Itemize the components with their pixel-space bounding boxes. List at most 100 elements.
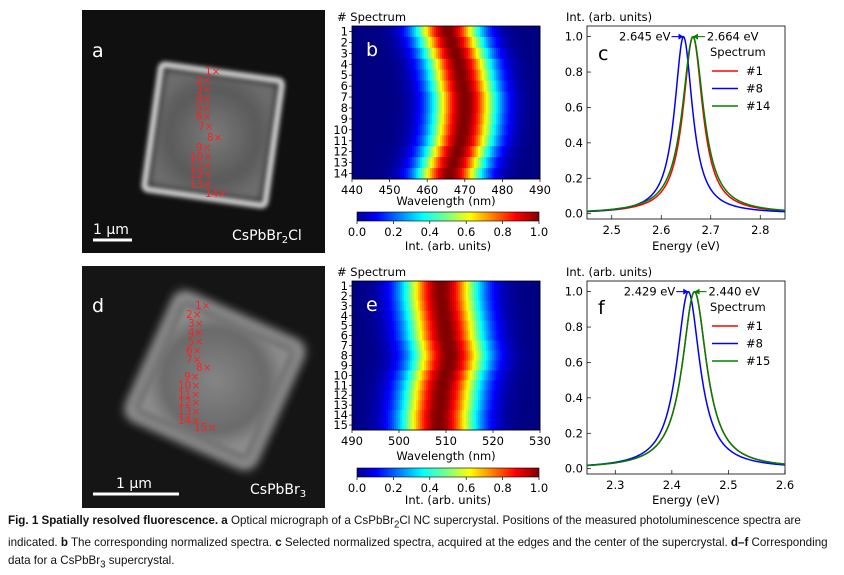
legend-title: Spectrum <box>710 45 766 59</box>
heatmap-cell <box>422 26 425 38</box>
heatmap-cell <box>472 113 475 125</box>
heatmap-cell <box>400 36 403 49</box>
heatmap-cell <box>476 380 479 391</box>
y-tick-label: 1 <box>341 24 348 38</box>
heatmap-cell <box>364 113 367 125</box>
heatmap-cell <box>468 69 471 82</box>
heatmap-cell <box>370 350 373 361</box>
heatmap-cell <box>444 80 447 92</box>
heatmap-cell <box>400 400 403 411</box>
heatmap-cell <box>352 168 355 180</box>
heatmap-cell <box>490 400 493 411</box>
heatmap-cell <box>380 281 383 292</box>
heatmap-cell <box>382 320 385 332</box>
heatmap-cell <box>436 330 439 341</box>
heatmap-cell <box>462 320 465 332</box>
heatmap-cell <box>428 26 431 38</box>
y-tick-label: 8 <box>341 101 348 115</box>
heatmap-cell <box>386 410 389 421</box>
caption-df-sub: 3 <box>100 559 106 571</box>
y-tick-label: 0.0 <box>565 462 583 476</box>
colorbar-e-ticks: 0.0 0.2 0.4 0.6 0.8 1.0 <box>348 477 548 495</box>
heatmap-cell <box>372 420 375 431</box>
heatmap-cell <box>470 36 473 49</box>
heatmap-cell <box>444 69 447 82</box>
heatmap-cell <box>448 80 451 92</box>
heatmap-cell <box>356 390 359 401</box>
heatmap-cell <box>354 400 357 411</box>
heatmap-cell <box>468 360 471 371</box>
heatmap-cell <box>412 340 415 351</box>
heatmap-cell <box>500 410 503 421</box>
heatmap-cell <box>472 370 475 381</box>
heatmap-cell <box>494 26 497 38</box>
heatmap-cell <box>408 290 411 302</box>
heatmap-cell <box>522 300 525 312</box>
heatmap-cell <box>458 420 461 431</box>
heatmap-cell <box>492 300 495 312</box>
heatmap-cell <box>454 340 457 351</box>
heatmap-cell <box>386 370 389 381</box>
heatmap-cell <box>360 26 363 38</box>
heatmap-cell <box>358 102 361 114</box>
heatmap-cell <box>408 330 411 341</box>
heatmap-cell <box>390 400 393 411</box>
heatmap-cell <box>394 330 397 341</box>
heatmap-cell <box>412 135 415 147</box>
heatmap-cell <box>524 310 527 322</box>
heatmap-cell <box>404 350 407 361</box>
heatmap-cell <box>400 320 403 332</box>
heatmap-cell <box>468 58 471 71</box>
heatmap-cell <box>464 330 467 341</box>
heatmap-cell <box>370 340 373 351</box>
heatmap-cell <box>538 69 541 82</box>
heatmap-cell <box>462 80 465 92</box>
heatmap-cell <box>528 124 531 136</box>
heatmap-cell <box>418 113 421 125</box>
heatmap-cell <box>502 146 505 158</box>
heatmap-cell <box>440 102 443 114</box>
heatmap-cell <box>510 36 513 49</box>
heatmap-cell <box>432 113 435 125</box>
heatmap-cell <box>398 124 401 136</box>
heatmap-cell <box>380 113 383 125</box>
y-tick-label: 15 <box>333 418 348 432</box>
y-tick-label: 4 <box>341 309 348 323</box>
heatmap-cell <box>466 281 469 292</box>
heatmap-cell <box>450 360 453 371</box>
heatmap-cell <box>514 300 517 312</box>
heatmap-cell <box>452 400 455 411</box>
heatmap-cell <box>508 124 511 136</box>
heatmap-cell <box>370 58 373 71</box>
heatmap-cell <box>538 135 541 147</box>
heatmap-cell <box>510 300 513 312</box>
heatmap-cell <box>452 410 455 421</box>
heatmap-cell <box>490 26 493 38</box>
heatmap-cell <box>442 370 445 381</box>
heatmap-cell <box>356 36 359 49</box>
heatmap-cell <box>480 370 483 381</box>
heatmap-cell <box>352 146 355 158</box>
heatmap-cell <box>484 91 487 103</box>
heatmap-cell <box>484 380 487 391</box>
heatmap-cell <box>476 91 479 103</box>
heatmap-cell <box>506 360 509 371</box>
heatmap-cell <box>436 168 439 180</box>
heatmap-cell <box>470 113 473 125</box>
heatmap-cell <box>478 135 481 147</box>
heatmap-cell <box>438 380 441 391</box>
heatmap-cell <box>370 36 373 49</box>
heatmap-cell <box>384 370 387 381</box>
heatmap-cell <box>458 400 461 411</box>
heatmap-cell <box>466 113 469 125</box>
heatmap-cell <box>500 320 503 332</box>
heatmap-cell <box>368 58 371 71</box>
heatmap-cell <box>500 330 503 341</box>
heatmap-cell <box>504 380 507 391</box>
heatmap-cell <box>432 380 435 391</box>
heatmap-cell <box>480 310 483 322</box>
heatmap-cell <box>352 370 355 381</box>
heatmap-cell <box>496 330 499 341</box>
caption-c-label: c <box>275 536 282 550</box>
heatmap-row <box>352 410 541 421</box>
